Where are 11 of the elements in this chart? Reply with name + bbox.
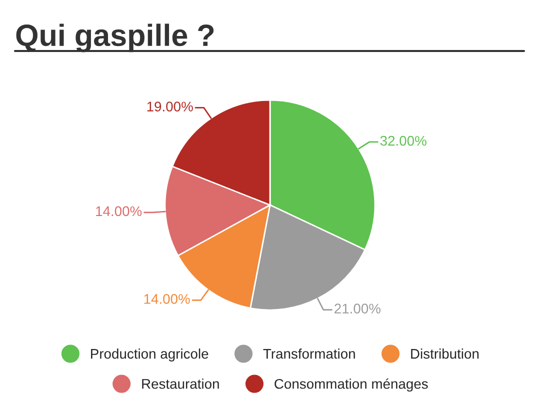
legend-label: Restauration bbox=[142, 378, 219, 389]
data-label: 21.00% bbox=[334, 304, 380, 314]
data-label: 14.00% bbox=[144, 294, 190, 304]
data-label: 32.00% bbox=[380, 136, 426, 146]
legend-label: Production agricole bbox=[91, 348, 208, 362]
data-label: 14.00% bbox=[96, 206, 142, 216]
legend-label: Consommation ménages bbox=[274, 378, 428, 392]
legend-label: Transformation bbox=[263, 348, 355, 359]
legend-label: Distribution bbox=[411, 348, 479, 359]
chart-title: Qui gaspille ? bbox=[16, 24, 214, 52]
data-label: 19.00% bbox=[147, 102, 193, 112]
